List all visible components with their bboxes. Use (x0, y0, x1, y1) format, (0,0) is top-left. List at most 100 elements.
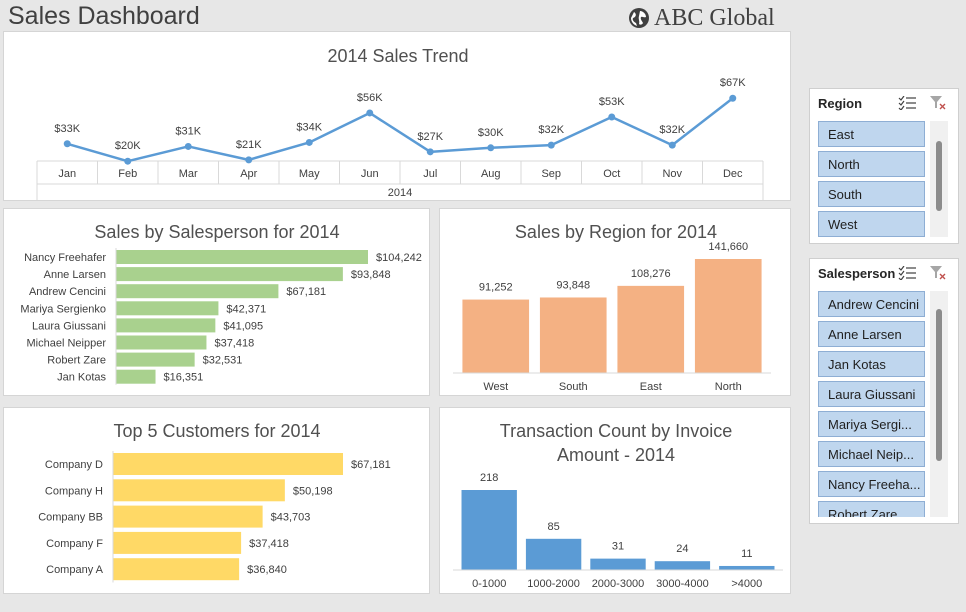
chart-title: Transaction Count by Invoice (500, 421, 732, 441)
x-tick-label: Apr (240, 168, 257, 180)
category-label: Company A (46, 564, 104, 576)
category-label: Anne Larsen (44, 269, 106, 281)
chart-title: Top 5 Customers for 2014 (113, 421, 320, 441)
bar (113, 505, 263, 528)
region-slicer-scrollbar[interactable] (930, 121, 948, 237)
data-point (245, 156, 253, 164)
data-point (668, 141, 676, 149)
category-label: Andrew Cencini (29, 286, 106, 298)
region-slicer-item[interactable]: North (818, 151, 925, 177)
region-slicer-item[interactable]: East (818, 121, 925, 147)
data-label: $93,848 (351, 269, 391, 281)
category-label: Michael Neipper (27, 338, 107, 350)
data-label: $34K (296, 121, 322, 133)
x-tick-label: Jul (423, 168, 437, 180)
x-group-label: 2014 (388, 187, 412, 199)
category-label: Jan Kotas (57, 372, 106, 384)
brand-logo: ABC Global (628, 4, 775, 32)
bar (461, 490, 517, 570)
salesperson-slicer-item[interactable]: Andrew Cencini (818, 291, 925, 317)
bar (113, 453, 343, 475)
region-slicer-title: Region (818, 96, 863, 111)
salesperson-chart: Sales by Salesperson for 2014 Nancy Freeh… (3, 208, 430, 396)
data-label: 31 (612, 541, 624, 553)
transactions-svg: Transaction Count by Invoice Amount - 201… (453, 421, 783, 590)
data-point (184, 142, 192, 150)
globe-icon (629, 8, 649, 28)
salesperson-svg: Sales by Salesperson for 2014 Nancy Freeh… (20, 222, 422, 385)
x-tick-label: 3000-4000 (656, 578, 709, 590)
chart-title: Sales by Region for 2014 (515, 222, 717, 242)
data-label: $36,840 (247, 564, 287, 576)
multi-select-icon[interactable] (898, 266, 916, 280)
bar (719, 565, 775, 570)
x-tick-label: >4000 (731, 578, 762, 590)
data-point (426, 148, 434, 156)
salesperson-slicer-item[interactable]: Robert Zare (818, 501, 925, 517)
multi-select-icon[interactable] (898, 96, 916, 110)
salesperson-slicer-scrollbar[interactable] (930, 291, 948, 517)
category-label: Robert Zare (47, 355, 106, 367)
bar (539, 297, 607, 373)
transactions-chart: Transaction Count by Invoice Amount - 201… (439, 407, 791, 594)
bar (590, 558, 646, 570)
data-label: $30K (478, 127, 504, 139)
data-point (729, 94, 737, 102)
data-label: $67K (720, 77, 746, 89)
data-label: $53K (599, 96, 625, 108)
trend-line (66, 97, 734, 163)
salesperson-slicer-item[interactable]: Anne Larsen (818, 321, 925, 347)
chart-title: Sales by Salesperson for 2014 (94, 222, 339, 242)
customers-svg: Top 5 Customers for 2014 Company D $67,181… (38, 421, 391, 583)
sales-trend-svg: 2014 Sales Trend $33K Jan $20K Feb $31K Mar $21… (36, 46, 764, 200)
salesperson-slicer-item[interactable]: Michael Neip... (818, 441, 925, 467)
salesperson-slicer-item[interactable]: Nancy Freeha... (818, 471, 925, 497)
data-point (366, 109, 374, 117)
data-label: $32,531 (203, 355, 243, 367)
x-tick-label: Dec (723, 168, 743, 180)
category-label: Company H (45, 485, 103, 497)
clear-filter-icon[interactable] (930, 96, 946, 110)
data-label: 91,252 (479, 282, 513, 294)
salesperson-slicer-item[interactable]: Mariya Sergi... (818, 411, 925, 437)
data-label: $37,418 (214, 338, 254, 350)
salesperson-slicer-items: Andrew Cencini Anne Larsen Jan Kotas Laura … (818, 291, 925, 517)
region-slicer-items: East North South West (818, 121, 925, 237)
region-slicer-item[interactable]: South (818, 181, 925, 207)
x-tick-label: 2000-3000 (592, 578, 645, 590)
data-label: $32K (659, 124, 685, 136)
region-slicer[interactable]: Region East North South West (809, 88, 959, 244)
region-slicer-item[interactable]: West (818, 211, 925, 237)
x-tick-label: Jun (361, 168, 379, 180)
x-tick-label: May (299, 168, 320, 180)
data-point (547, 141, 555, 149)
x-tick-label: Feb (118, 168, 137, 180)
clear-filter-icon[interactable] (930, 266, 946, 280)
salesperson-slicer-item[interactable]: Laura Giussani (818, 381, 925, 407)
data-label: $43,703 (271, 512, 311, 524)
data-label: 11 (741, 548, 752, 560)
salesperson-slicer-item[interactable]: Jan Kotas (818, 351, 925, 377)
chart-title: Amount - 2014 (557, 445, 675, 465)
category-label: Company F (46, 538, 103, 550)
category-label: Company D (45, 459, 103, 471)
data-label: $32K (538, 124, 564, 136)
dashboard-title: Sales Dashboard (8, 2, 200, 30)
data-label: $104,242 (376, 252, 422, 264)
x-tick-label: Jan (58, 168, 76, 180)
data-point (487, 144, 495, 152)
salesperson-slicer[interactable]: Salesperson Andrew Cencini Anne Larsen Jan… (809, 258, 959, 524)
chart-title: 2014 Sales Trend (327, 46, 468, 66)
data-point (608, 113, 616, 121)
category-label: Laura Giussani (32, 320, 106, 332)
data-label: $33K (54, 123, 80, 135)
data-label: 141,660 (708, 241, 748, 253)
x-tick-label: Aug (481, 168, 501, 180)
bar (113, 531, 242, 554)
bar (116, 369, 156, 384)
salesperson-scroll-thumb[interactable] (936, 309, 942, 461)
data-label: $27K (417, 131, 443, 143)
region-scroll-thumb[interactable] (936, 141, 942, 211)
data-label: $21K (236, 139, 262, 151)
data-label: $67,181 (351, 459, 391, 471)
